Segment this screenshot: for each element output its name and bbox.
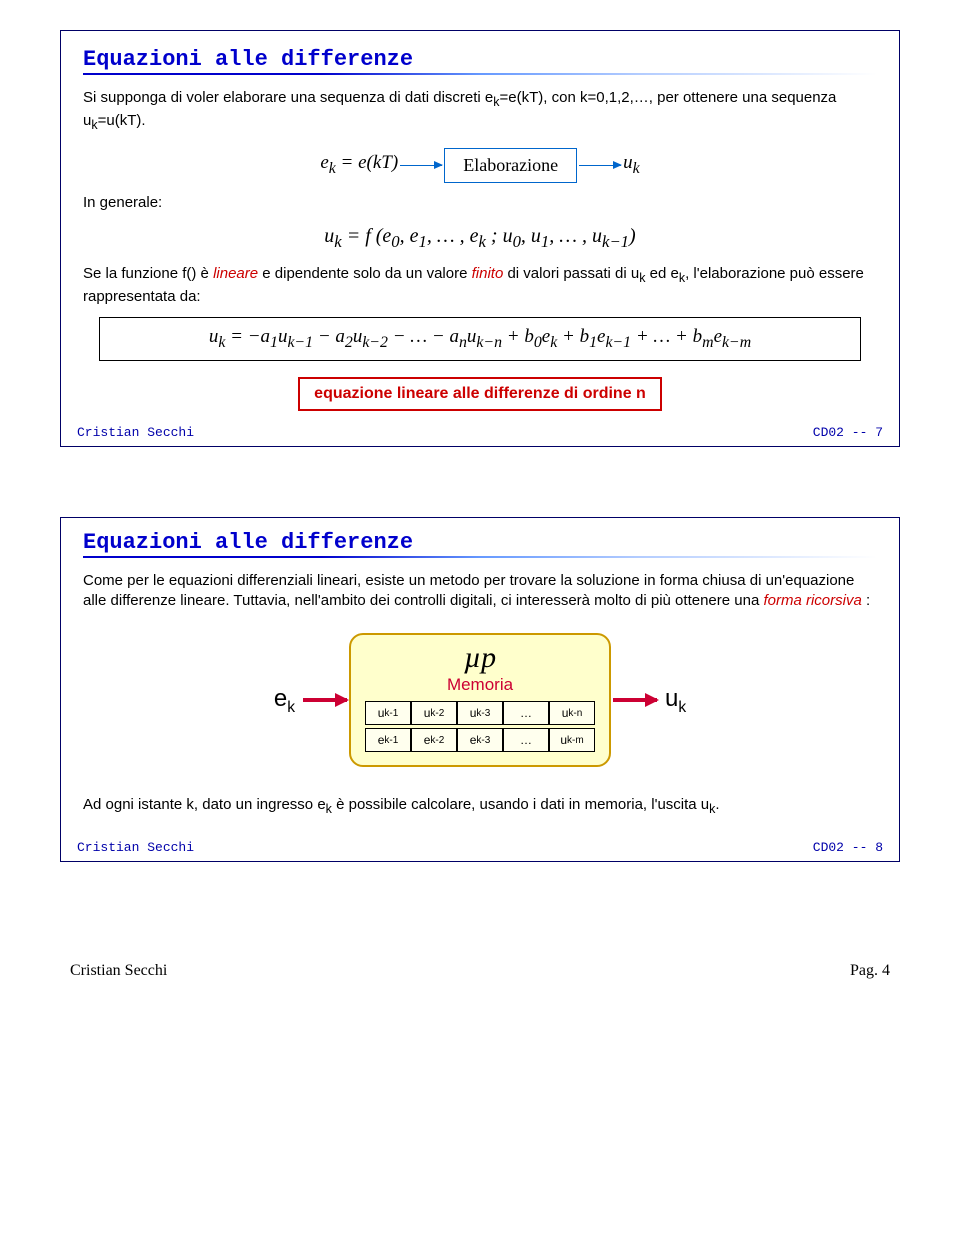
slide-8: Equazioni alle differenze Come per le eq… (60, 517, 900, 862)
page-footer-left: Cristian Secchi (70, 962, 167, 980)
page-footer-right: Pag. 4 (850, 962, 890, 980)
slide-7: Equazioni alle differenze Si supponga di… (60, 30, 900, 447)
slide7-elab-diagram: ek = e(kT) Elaborazione uk (83, 148, 877, 183)
mup-box: µp Memoria uk-1uk-2uk-3…uk-n ek-1ek-2ek-… (349, 633, 611, 767)
mup-arrow-out (613, 698, 657, 702)
mem-cell: uk-3 (457, 701, 503, 725)
mem-cell: uk-n (549, 701, 595, 725)
slide7-title: Equazioni alle differenze (83, 45, 877, 78)
slide8-footer-left: Cristian Secchi (77, 840, 194, 855)
slide8-title: Equazioni alle differenze (83, 528, 877, 561)
mem-cell: uk-m (549, 728, 595, 752)
page-footer: Cristian Secchi Pag. 4 (60, 932, 900, 990)
slide7-footer-left: Cristian Secchi (77, 425, 194, 440)
elab-right: uk (623, 152, 640, 178)
slide8-intro: Come per le equazioni differenziali line… (83, 571, 877, 612)
elab-arrow-in (400, 165, 442, 166)
mup-row-u: uk-1uk-2uk-3…uk-n (365, 701, 595, 725)
mem-cell: uk-2 (411, 701, 457, 725)
mem-cell: … (503, 701, 549, 725)
slide7-general-label: In generale: (83, 193, 877, 213)
slide7-intro: Si supponga di voler elaborare una seque… (83, 88, 877, 134)
mem-cell: ek-2 (411, 728, 457, 752)
mem-cell: ek-1 (365, 728, 411, 752)
slide8-footer: Cristian Secchi CD02 -- 8 (61, 836, 899, 861)
slide7-footer: Cristian Secchi CD02 -- 7 (61, 421, 899, 446)
slide7-middle: Se la funzione f() è lineare e dipendent… (83, 264, 877, 307)
slide7-main-eq-box: uk = −a1uk−1 − a2uk−2 − … − anuk−n + b0e… (99, 317, 861, 361)
elab-left: ek = e(kT) (320, 152, 398, 178)
slide8-mup-diagram: ek µp Memoria uk-1uk-2uk-3…uk-n ek-1ek-2… (83, 633, 877, 767)
mup-input: ek (274, 685, 295, 717)
mup-row-e: ek-1ek-2ek-3…uk-m (365, 728, 595, 752)
slide8-footer-right: CD02 -- 8 (813, 840, 883, 855)
slide8-outro: Ad ogni istante k, dato un ingresso ek è… (83, 795, 877, 818)
mup-output: uk (665, 685, 686, 717)
mem-cell: ek-3 (457, 728, 503, 752)
mup-arrow-in (303, 698, 347, 702)
mup-mem-label: Memoria (365, 675, 595, 695)
slide7-footer-right: CD02 -- 7 (813, 425, 883, 440)
mem-cell: … (503, 728, 549, 752)
slide7-main-eq: uk = −a1uk−1 − a2uk−2 − … − anuk−n + b0e… (110, 326, 850, 352)
slide7-red-box: equazione lineare alle differenze di ord… (298, 377, 662, 411)
elab-box: Elaborazione (444, 148, 577, 183)
mem-cell: uk-1 (365, 701, 411, 725)
elab-arrow-out (579, 165, 621, 166)
mup-title: µp (365, 643, 595, 673)
slide7-general-eq: uk = f (e0, e1, … , ek ; u0, u1, … , uk−… (83, 225, 877, 252)
